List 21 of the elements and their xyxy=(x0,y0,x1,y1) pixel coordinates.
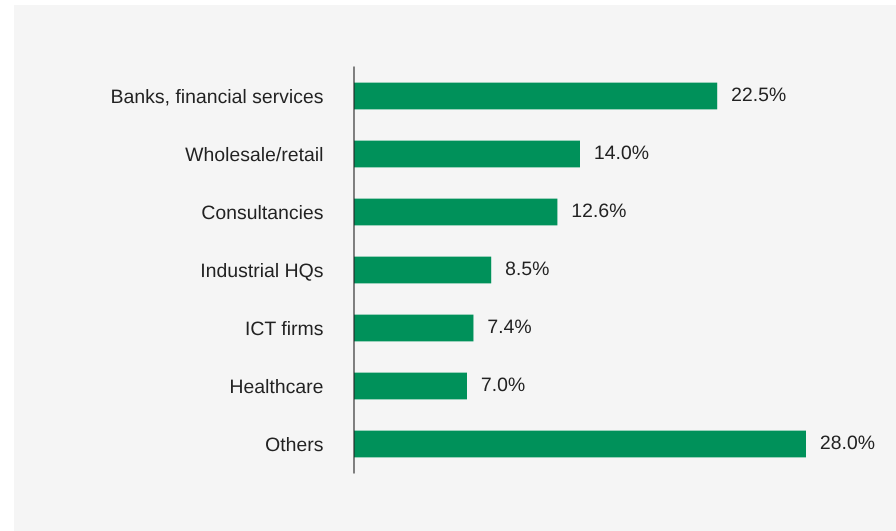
bar xyxy=(354,198,558,226)
bar xyxy=(354,314,474,342)
data-label: 12.6% xyxy=(572,203,626,218)
y-tick-label: Consultancies xyxy=(202,204,323,220)
y-tick-label: Wholesale/retail xyxy=(185,146,322,162)
bar xyxy=(354,140,580,168)
data-label: 7.0% xyxy=(482,377,525,392)
y-tick-label: Others xyxy=(266,436,323,452)
data-label: 7.4% xyxy=(488,320,531,334)
data-label: 14.0% xyxy=(595,145,648,160)
data-label: 28.0% xyxy=(820,435,874,450)
y-tick-label: Healthcare xyxy=(231,378,323,394)
bar xyxy=(354,372,467,400)
bar xyxy=(354,82,718,110)
y-tick-label: ICT firms xyxy=(246,320,323,336)
bar xyxy=(354,430,806,458)
data-label: 22.5% xyxy=(732,87,786,102)
data-label: 8.5% xyxy=(506,261,549,276)
bar xyxy=(354,256,492,284)
y-tick-label: Banks, financial services xyxy=(112,88,323,106)
y-tick-label: Industrial HQs xyxy=(202,262,323,281)
